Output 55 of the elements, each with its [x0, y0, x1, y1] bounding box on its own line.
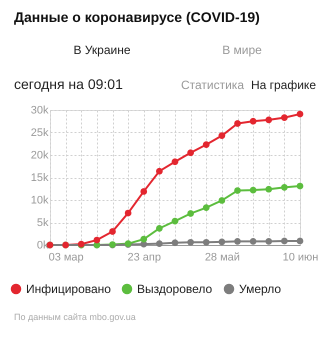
y-tick-label: 20k	[30, 150, 49, 162]
point	[124, 210, 132, 216]
point	[281, 114, 288, 121]
text: Статистика	[180, 78, 244, 92]
point	[296, 238, 304, 244]
text: На графике	[250, 78, 316, 92]
point	[109, 228, 116, 235]
point	[187, 238, 194, 246]
text: В мире	[222, 43, 262, 57]
point	[250, 186, 256, 194]
point	[218, 197, 226, 204]
point	[250, 238, 256, 245]
point	[234, 238, 241, 245]
point	[202, 204, 210, 211]
y-tick-label: 5k	[36, 217, 49, 229]
point	[140, 188, 148, 195]
y-tick-label: 15k	[30, 172, 49, 184]
x-tick-label: 23 апр	[128, 252, 161, 264]
legend-label: Умерло	[239, 282, 282, 296]
point	[156, 240, 163, 247]
point	[265, 116, 272, 124]
x-tick-label: 28 май	[204, 252, 240, 264]
point	[187, 210, 194, 217]
point	[156, 168, 163, 175]
point	[234, 120, 241, 127]
text: По данным сайта mbo.gov.ua	[14, 312, 136, 322]
point	[218, 238, 226, 246]
y-tick-label: 10k	[30, 194, 49, 206]
point	[156, 225, 163, 232]
y-tick-label: 30k	[30, 104, 49, 116]
point	[281, 184, 288, 191]
x-tick-label: 10 июн	[282, 252, 318, 264]
point	[281, 238, 288, 244]
point	[172, 218, 178, 224]
point	[202, 141, 210, 148]
point	[172, 158, 178, 166]
chart-title: Данные о коронавирусе (COVID-19)	[14, 9, 260, 25]
point	[94, 236, 100, 244]
legend-label: Инфицировано	[26, 282, 112, 296]
point	[265, 238, 272, 245]
text: сегодня на 09:01	[14, 76, 124, 92]
point	[218, 132, 226, 139]
point	[296, 110, 304, 118]
point	[172, 239, 178, 246]
point	[296, 182, 304, 190]
point	[234, 187, 241, 194]
legend-label: Выздоровело	[137, 282, 213, 296]
point	[265, 186, 272, 193]
text: В Украине	[73, 43, 131, 57]
point	[140, 236, 148, 242]
point	[250, 118, 256, 125]
x-tick-label: 03 мар	[48, 252, 84, 264]
y-tick-label: 25k	[30, 127, 49, 139]
point	[202, 238, 210, 246]
point	[187, 149, 194, 156]
